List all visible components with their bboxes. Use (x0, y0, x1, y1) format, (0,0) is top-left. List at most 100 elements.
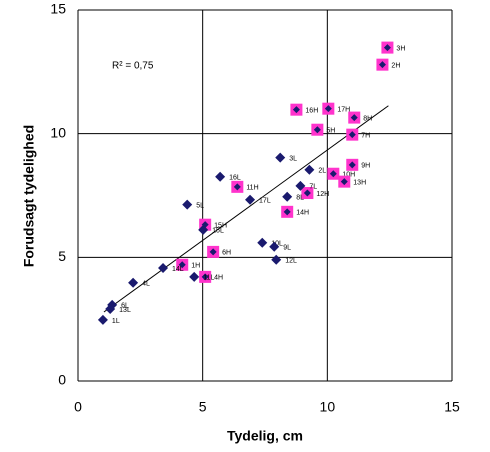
point-marker (189, 271, 200, 282)
point (198, 224, 209, 235)
point (381, 41, 394, 54)
y-tick-label: 10 (50, 124, 66, 140)
point-marker (198, 224, 209, 235)
point (282, 191, 293, 202)
point (215, 171, 226, 182)
point-marker (324, 105, 332, 113)
point-label: 5H (326, 128, 335, 135)
point-label: 16H (305, 108, 318, 115)
point-marker (292, 106, 300, 114)
trendline (103, 105, 389, 313)
point (322, 102, 335, 115)
point-label: 10L (271, 241, 283, 248)
r-squared: R² = 0,75 (112, 61, 154, 72)
point-label: 2H (391, 63, 400, 70)
point-label: 15H (214, 223, 227, 230)
point-marker (271, 254, 282, 265)
point (271, 254, 282, 265)
point-label: 3H (396, 45, 405, 52)
point (269, 241, 280, 252)
point-marker (350, 114, 358, 122)
point-label: 3L (289, 156, 297, 163)
point-marker (215, 171, 226, 182)
point-marker (348, 161, 356, 169)
point-label: 13L (119, 307, 131, 314)
point-label: 1H (191, 263, 200, 270)
point-marker (383, 44, 391, 52)
point-marker (378, 61, 386, 69)
point (301, 187, 314, 200)
point (257, 237, 268, 248)
y-tick-label: 5 (58, 248, 66, 264)
point (376, 58, 389, 71)
point-marker (313, 126, 321, 134)
point (207, 245, 220, 258)
y-axis-title: Forudsagt tydelighed (21, 125, 37, 267)
point-label: 2L (318, 168, 326, 175)
point (290, 103, 303, 116)
point-label: 11H (246, 185, 258, 192)
point (348, 111, 361, 124)
point-label: 4H (214, 275, 223, 282)
point (97, 314, 108, 325)
point-marker (269, 241, 280, 252)
point (327, 167, 340, 180)
point (199, 270, 212, 283)
point-marker (97, 314, 108, 325)
point-marker (304, 164, 315, 175)
point (189, 271, 200, 282)
point (231, 180, 244, 193)
x-tick-label: 15 (444, 399, 460, 415)
point-marker (329, 170, 337, 178)
point (304, 164, 315, 175)
point-label: 15L (212, 228, 224, 235)
point-label: 12L (285, 258, 297, 265)
point-label: 16L (229, 175, 241, 182)
point-label: 10H (342, 172, 355, 179)
point (281, 205, 294, 218)
point-label: 9L (283, 245, 291, 252)
point-label: 17H (337, 107, 350, 114)
point-label: 8H (363, 115, 372, 122)
point (176, 258, 189, 271)
point-marker (233, 183, 241, 191)
point (128, 277, 139, 288)
y-tick-label: 0 (58, 372, 66, 388)
point-label: 13H (353, 179, 366, 186)
y-tick-label: 15 (50, 1, 66, 17)
point-label: 17L (259, 198, 271, 205)
point-marker (303, 189, 311, 197)
point (311, 123, 324, 136)
x-tick-label: 5 (199, 399, 207, 415)
point (245, 194, 256, 205)
point-marker (275, 152, 286, 163)
x-tick-label: 0 (74, 399, 82, 415)
point-marker (182, 199, 193, 210)
point-label: 6L (121, 303, 129, 310)
point-label: 5L (196, 202, 204, 209)
point-marker (283, 208, 291, 216)
point-label: 12H (316, 191, 329, 198)
point-marker (282, 191, 293, 202)
point (338, 175, 351, 188)
point-label: 6H (222, 250, 231, 257)
point-label: 7L (309, 184, 317, 191)
point (275, 152, 286, 163)
point-marker (158, 262, 169, 273)
point-marker (201, 273, 209, 281)
point (158, 262, 169, 273)
point-label: 8L (296, 195, 304, 202)
point-marker (178, 261, 186, 269)
point-marker (257, 237, 268, 248)
point (105, 304, 116, 315)
point-label: 1L (112, 318, 120, 325)
point-marker (295, 180, 306, 191)
point-label: 4L (142, 281, 150, 288)
point (346, 158, 359, 171)
point-label: 9H (361, 163, 370, 170)
point-marker (245, 194, 256, 205)
point-marker (209, 248, 217, 256)
x-tick-label: 10 (320, 399, 336, 415)
point-label: 7H (361, 132, 370, 139)
